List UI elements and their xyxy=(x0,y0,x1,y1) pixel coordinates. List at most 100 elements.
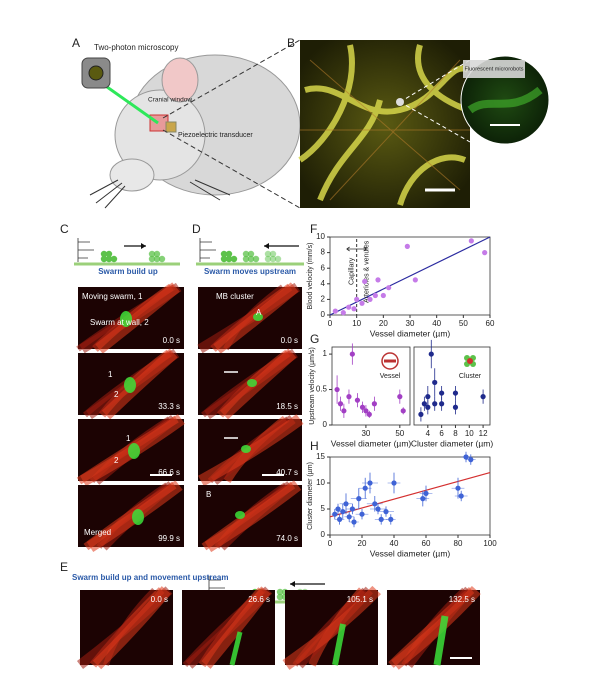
data-point xyxy=(400,408,406,414)
microbubble xyxy=(225,255,233,263)
panel-label: A xyxy=(72,36,80,50)
data-point xyxy=(432,401,438,407)
data-point xyxy=(349,506,355,512)
y-tick-label: 0.5 xyxy=(316,385,328,394)
panel-label: D xyxy=(192,222,201,236)
caption: Swarm moves upstream xyxy=(204,267,296,276)
x-tick-label: 20 xyxy=(379,319,388,328)
data-point xyxy=(363,408,369,414)
frame-label: 2 xyxy=(114,456,119,465)
microbubble xyxy=(264,255,272,263)
y-axis-label: Blood velocity (mm/s) xyxy=(307,243,314,310)
data-point xyxy=(351,306,357,312)
legend-label: Vessel xyxy=(380,373,401,380)
data-point xyxy=(404,243,410,249)
swarm-trail xyxy=(332,623,346,666)
arrow-head xyxy=(141,243,146,249)
vessel-streak xyxy=(204,480,302,553)
data-point xyxy=(362,485,368,491)
swarm xyxy=(253,313,263,321)
data-point xyxy=(332,308,338,314)
vessel-image xyxy=(298,40,550,208)
swarm-trail xyxy=(433,615,449,666)
inset-label: Fluorescent microrobots xyxy=(465,66,524,72)
data-point xyxy=(337,401,344,407)
swarm xyxy=(235,511,245,519)
data-point xyxy=(439,390,445,396)
x-tick-label: 50 xyxy=(459,319,468,328)
x-tick-label: 20 xyxy=(358,539,367,548)
swarm xyxy=(128,443,140,459)
microbubble xyxy=(110,255,118,263)
x-tick-label: 80 xyxy=(454,539,463,548)
data-point xyxy=(351,519,357,525)
y-axis-label: Cluster diameter (µm) xyxy=(307,462,314,530)
microbubble xyxy=(153,255,161,263)
timestamp: 74.0 s xyxy=(276,534,298,543)
data-point xyxy=(421,401,427,407)
data-point xyxy=(418,411,424,417)
data-point xyxy=(371,401,377,407)
data-point xyxy=(372,501,378,507)
microbubble xyxy=(105,250,113,258)
x-tick-label: 4 xyxy=(426,429,431,438)
timestamp: 0.0 s xyxy=(281,336,298,345)
inset-label-box xyxy=(463,60,525,78)
caption: Swarm build up xyxy=(98,267,158,276)
y-tick-label: 1 xyxy=(323,349,328,358)
frame-label: MB cluster xyxy=(216,292,254,301)
frame-label: A xyxy=(256,308,262,317)
data-point xyxy=(346,514,352,520)
plot-frame xyxy=(413,346,491,426)
frame-label: Merged xyxy=(84,528,111,537)
microbubble xyxy=(252,255,260,263)
data-point xyxy=(367,296,373,302)
microbubble xyxy=(276,593,284,601)
x-axis-label: Cluster diameter (µm) xyxy=(411,438,494,448)
microbubble xyxy=(247,255,255,263)
y-tick-label: 0 xyxy=(323,420,328,429)
microbubble xyxy=(220,255,228,263)
swarm xyxy=(247,379,257,387)
panel-label: E xyxy=(60,560,68,574)
swarm-trail xyxy=(229,631,243,666)
y-tick-label: 0 xyxy=(321,530,326,539)
arrows xyxy=(346,246,367,252)
microbubble xyxy=(148,255,156,263)
data-point xyxy=(359,511,365,517)
data-point xyxy=(332,511,338,517)
microbubble xyxy=(274,255,282,263)
data-point xyxy=(354,397,361,403)
flow-profile xyxy=(199,238,216,262)
annotation: Arterioles & venules xyxy=(364,240,371,303)
y-tick-label: 6 xyxy=(321,263,326,272)
frame-label: Moving swarm, 1 xyxy=(82,292,143,301)
microbubble xyxy=(242,255,250,263)
data-point xyxy=(337,516,343,523)
data-point xyxy=(335,506,341,512)
data-point xyxy=(349,351,355,357)
swarm xyxy=(241,445,251,453)
panel-label: G xyxy=(310,332,319,346)
annotation: Two-photon microscopy xyxy=(94,43,178,52)
y-tick-label: 0 xyxy=(321,310,326,319)
x-axis-label: Vessel diameter (µm) xyxy=(370,548,451,558)
panel-label: H xyxy=(310,439,319,453)
data-point xyxy=(346,394,352,400)
data-point xyxy=(334,386,340,393)
data-point xyxy=(452,390,459,396)
y-tick-label: 5 xyxy=(321,504,326,513)
x-tick-label: 12 xyxy=(479,429,488,438)
data-point xyxy=(356,496,362,502)
vessel-streak xyxy=(95,282,180,354)
y-tick-label: 2 xyxy=(321,295,326,304)
microbubble xyxy=(242,250,250,258)
microbubble xyxy=(100,255,108,263)
y-tick-label: 10 xyxy=(316,478,325,487)
panel-label: B xyxy=(287,36,295,50)
annotation: Capillary xyxy=(349,257,356,285)
data-point xyxy=(428,351,434,357)
x-tick-label: 50 xyxy=(395,429,404,438)
data-point xyxy=(362,278,368,285)
